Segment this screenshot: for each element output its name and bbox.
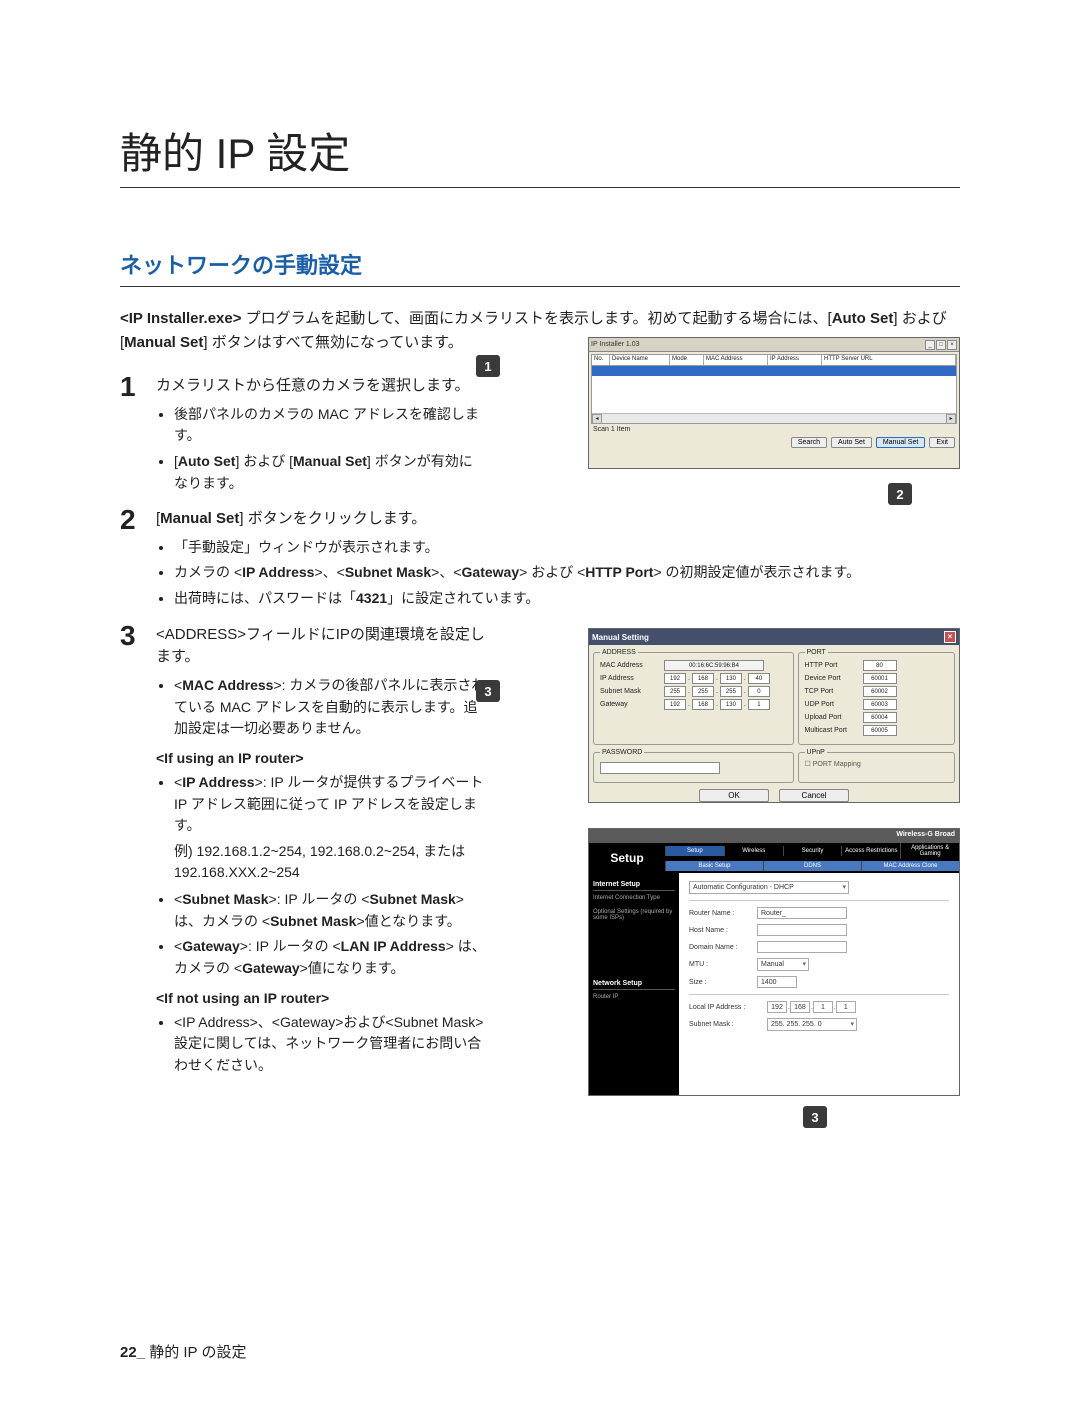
step-3-bullet-contact: <IP Address>、<Gateway>および<Subnet Mask> 設…	[174, 1012, 486, 1077]
search-button[interactable]: Search	[791, 437, 827, 448]
step-number: 1	[120, 371, 136, 403]
section-title: ネットワークの手動設定	[120, 248, 960, 287]
subtab-ddns[interactable]: DDNS	[763, 861, 861, 871]
cancel-button[interactable]: Cancel	[779, 789, 849, 802]
screenshot-ip-installer: IP Installer 1.03 _□× No. Device Name Mo…	[588, 337, 960, 469]
ip-oct4[interactable]: 40	[748, 673, 770, 684]
tab-wireless[interactable]: Wireless	[724, 846, 783, 856]
step-3-main: <ADDRESS>フィールドにIPの関連環境を設定します。	[156, 624, 486, 669]
address-group: ADDRESS MAC Address00:16:6C:59:96:B4 IP …	[593, 649, 794, 745]
grid-body[interactable]: ◂▸	[591, 366, 957, 424]
tab-security[interactable]: Security	[783, 846, 842, 856]
step-3-bullet-mac: <MAC Address>: カメラの後部パネルに表示されている MAC アドレ…	[174, 675, 486, 740]
manualset-button[interactable]: Manual Set	[876, 437, 925, 448]
tab-setup[interactable]: Setup	[665, 846, 724, 856]
port-group: PORT HTTP Port80 Device Port60001 TCP Po…	[798, 649, 955, 745]
window-buttons[interactable]: _□×	[924, 340, 957, 350]
step-1-bullet-2: [Auto Set] および [Manual Set] ボタンが有効になります。	[174, 451, 486, 494]
callout-2: 2	[888, 483, 912, 505]
password-field[interactable]	[600, 762, 720, 774]
exit-button[interactable]: Exit	[929, 437, 955, 448]
ip-oct3[interactable]: 130	[720, 673, 742, 684]
subtab-mac[interactable]: MAC Address Clone	[861, 861, 959, 871]
step-3-bullet-sm: <Subnet Mask>: IP ルータの <Subnet Mask> は、カ…	[174, 889, 486, 932]
callout-3b: 3	[803, 1106, 827, 1128]
tab-apps[interactable]: Applications & Gaming	[900, 843, 959, 859]
upnp-group: UPnP ☐ PORT Mapping	[798, 749, 955, 783]
password-group: PASSWORD	[593, 749, 794, 783]
ip-oct1[interactable]: 192	[664, 673, 686, 684]
host-name-input[interactable]	[757, 924, 847, 936]
screenshot-manual-setting: Manual Setting × ADDRESS MAC Address00:1…	[588, 628, 960, 803]
callout-1: 1	[476, 355, 500, 377]
step-1-bullet-1: 後部パネルのカメラの MAC アドレスを確認します。	[174, 404, 486, 447]
window-title: IP Installer 1.03	[591, 341, 640, 348]
selected-row[interactable]	[592, 366, 956, 376]
router-brand: Wireless-G Broad	[589, 829, 959, 843]
close-icon[interactable]: ×	[944, 631, 956, 643]
mac-field: 00:16:6C:59:96:B4	[664, 660, 764, 671]
ip-oct2[interactable]: 168	[692, 673, 714, 684]
router-subnet-select[interactable]: 255. 255. 255. 0	[767, 1018, 857, 1031]
callout-3a: 3	[476, 680, 500, 702]
subtab-basic[interactable]: Basic Setup	[665, 861, 763, 871]
step-number: 2	[120, 504, 136, 536]
domain-name-input[interactable]	[757, 941, 847, 953]
step-2-main: [Manual Set] ボタンをクリックします。	[156, 508, 960, 531]
tab-access[interactable]: Access Restrictions	[841, 846, 900, 856]
step-2: 2 [Manual Set] ボタンをクリックします。 「手動設定」ウィンドウが…	[120, 508, 960, 610]
autoset-button[interactable]: Auto Set	[831, 437, 872, 448]
conn-type-select[interactable]: Automatic Configuration - DHCP	[689, 881, 849, 894]
page-title: 静的 IP 設定	[120, 120, 960, 188]
subheading-router: <If using an IP router>	[156, 750, 486, 766]
h-scrollbar[interactable]: ◂▸	[592, 413, 956, 423]
step-2-bullet-1: 「手動設定」ウィンドウが表示されます。	[174, 537, 876, 559]
page-footer: 22_ 静的 IP の設定	[120, 1341, 246, 1362]
step-3-bullet-ip: <IP Address>: IP ルータが提供するプライベートIP アドレス範囲…	[174, 772, 486, 837]
step-number: 3	[120, 620, 136, 652]
router-sidebar: Internet Setup Internet Connection Type …	[589, 873, 679, 1095]
tab-section-title: Setup	[589, 843, 665, 873]
status-text: Scan 1 Item	[589, 424, 959, 435]
screenshot-router-setup: Wireless-G Broad Setup Setup Wireless Se…	[588, 828, 960, 1096]
step-2-bullet-2: カメラの <IP Address>、<Subnet Mask>、<Gateway…	[174, 562, 876, 584]
ok-button[interactable]: OK	[699, 789, 769, 802]
step-1-main: カメラリストから任意のカメラを選択します。	[156, 375, 486, 398]
grid-header: No. Device Name Mode MAC Address IP Addr…	[591, 354, 957, 366]
dialog-title: Manual Setting	[592, 633, 649, 642]
mtu-select[interactable]: Manual	[757, 958, 809, 971]
ip-example: 例) 192.168.1.2~254, 192.168.0.2~254, または…	[174, 841, 504, 883]
router-content: Automatic Configuration - DHCP Router Na…	[679, 873, 959, 1095]
upnp-checkbox[interactable]: ☐ PORT Mapping	[805, 760, 948, 768]
subheading-norouter: <If not using an IP router>	[156, 990, 486, 1006]
router-name-input[interactable]: Router_	[757, 907, 847, 919]
step-3-bullet-gw: <Gateway>: IP ルータの <LAN IP Address> は、カメ…	[174, 936, 486, 979]
size-input[interactable]: 1400	[757, 976, 797, 988]
step-2-bullet-3: 出荷時には、パスワードは「4321」に設定されています。	[174, 588, 876, 610]
